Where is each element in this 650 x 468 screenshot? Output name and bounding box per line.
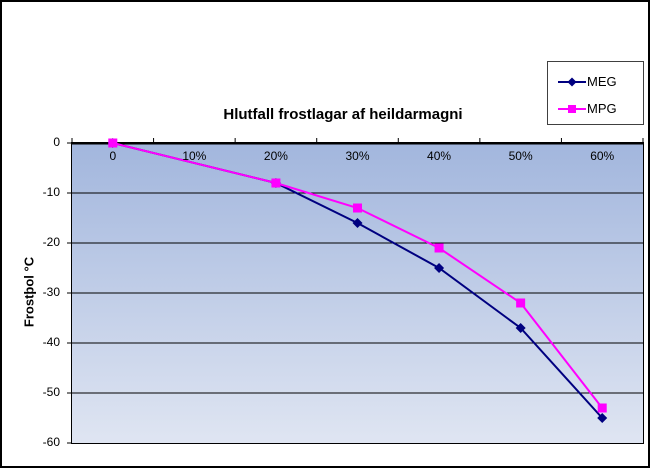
y-tick-label: -40 (42, 335, 60, 349)
data-point-mpg (271, 178, 281, 188)
data-point-mpg (516, 298, 526, 308)
y-tick-label: -30 (42, 285, 60, 299)
legend-item-mpg: MPG (548, 95, 643, 122)
data-point-mpg (434, 243, 444, 253)
x-tick-label: 60% (590, 149, 615, 163)
legend-item-meg: MEG (548, 68, 643, 95)
data-point-meg (434, 263, 445, 273)
x-tick-label: 50% (508, 149, 533, 163)
plot-area: 0 10% 20% 30% 40% 50% 60% (67, 138, 644, 444)
y-axis-tick-labels: 0 -10 -20 -30 -40 -50 -60 (2, 2, 71, 466)
data-point-meg (352, 218, 363, 228)
data-point-mpg (108, 138, 118, 148)
legend-label: MEG (587, 74, 617, 89)
chart-canvas (67, 138, 644, 444)
data-point-meg (515, 323, 526, 333)
data-point-mpg (353, 203, 362, 213)
legend-marker-diamond-icon (558, 77, 586, 86)
y-tick-label: 0 (53, 135, 60, 149)
x-tick-label: 40% (427, 149, 452, 163)
x-tick-label: 30% (345, 149, 370, 163)
y-tick-label: -50 (42, 385, 60, 399)
x-tick-label: 0 (109, 149, 117, 163)
series-line-mpg (112, 142, 604, 409)
data-point-mpg (597, 403, 607, 413)
x-tick-label: 20% (263, 149, 288, 163)
data-point-meg (597, 413, 608, 423)
legend-marker-square-icon (558, 104, 586, 113)
y-tick-label: -10 (42, 185, 60, 199)
y-tick-label: -20 (42, 235, 60, 249)
y-tick-label: -60 (42, 435, 60, 449)
legend-label: MPG (587, 101, 617, 116)
x-tick-label: 10% (182, 149, 207, 163)
chart-title: Hlutfall frostlagar af heildarmagni (223, 106, 463, 123)
legend: MEG MPG (547, 61, 644, 125)
